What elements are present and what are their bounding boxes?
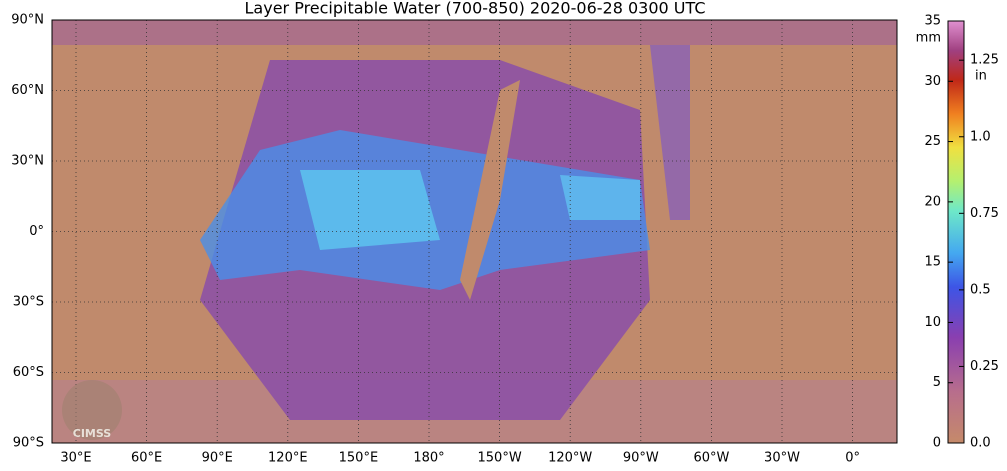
mm-tick-label: 30 bbox=[924, 74, 941, 89]
lon-label: 120°E bbox=[268, 451, 308, 466]
in-tick-label: 1.0 bbox=[970, 129, 991, 144]
lon-label: 90°W bbox=[623, 451, 659, 466]
lon-label: 120°W bbox=[548, 451, 592, 466]
in-tick-label: 0.25 bbox=[970, 359, 999, 374]
mm-tick-label: 5 bbox=[933, 375, 941, 390]
mm-tick-label: 0 bbox=[933, 436, 941, 451]
mm-tick-label: 10 bbox=[924, 315, 941, 330]
lon-label: 30°E bbox=[60, 451, 91, 466]
in-tick-label: 1.25 bbox=[970, 53, 999, 68]
colorbar bbox=[947, 20, 965, 444]
lat-label: 60°N bbox=[11, 83, 44, 98]
in-tick-label: 0.75 bbox=[970, 206, 999, 221]
title: Layer Precipitable Water (700-850) 2020-… bbox=[245, 0, 706, 18]
mm-tick-label: 35 bbox=[924, 14, 941, 29]
mm-tick-label: 25 bbox=[924, 134, 941, 149]
in-unit: in bbox=[975, 69, 987, 84]
lat-label: 30°N bbox=[11, 154, 44, 169]
lon-label: 60°W bbox=[693, 451, 729, 466]
lat-label: 90°N bbox=[11, 13, 44, 28]
lat-label: 30°S bbox=[13, 295, 44, 310]
lon-label: 0° bbox=[845, 451, 860, 466]
lat-label: 90°S bbox=[13, 436, 44, 451]
mm-tick-label: 15 bbox=[924, 255, 941, 270]
mm-tick-label: 20 bbox=[924, 194, 941, 209]
map-frame bbox=[51, 19, 898, 444]
lon-label: 150°E bbox=[339, 451, 379, 466]
lat-label: 60°S bbox=[13, 365, 44, 380]
logo: CIMSS bbox=[62, 380, 122, 440]
logo-text: CIMSS bbox=[73, 427, 112, 440]
lon-label: 60°E bbox=[131, 451, 162, 466]
lon-label: 150°W bbox=[478, 451, 522, 466]
mm-unit: mm bbox=[916, 31, 941, 46]
lon-label: 180° bbox=[413, 451, 444, 466]
lon-label: 30°W bbox=[764, 451, 800, 466]
graticule bbox=[52, 20, 897, 443]
lon-label: 90°E bbox=[202, 451, 233, 466]
map bbox=[52, 20, 897, 443]
lat-label: 0° bbox=[29, 224, 44, 239]
in-tick-label: 0.0 bbox=[970, 436, 991, 451]
in-tick-label: 0.5 bbox=[970, 282, 991, 297]
